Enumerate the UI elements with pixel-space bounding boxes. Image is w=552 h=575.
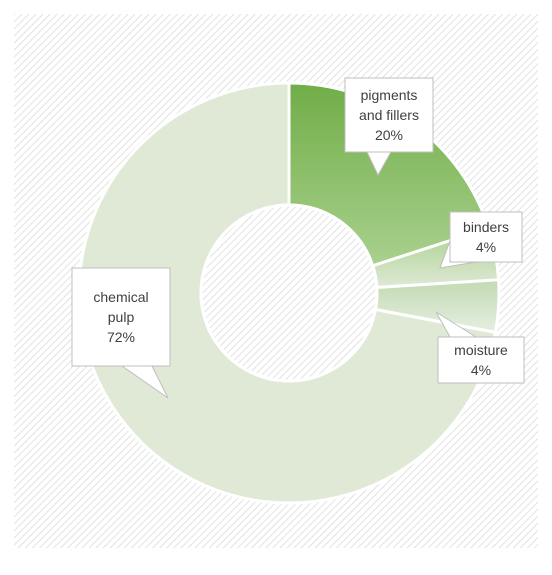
data-label-binders: 4% xyxy=(476,239,496,255)
donut-hole xyxy=(199,203,379,383)
callouts-group: pigments and fillers 20% binders 4% moisture 4… xyxy=(71,77,525,399)
callout-moisture: moisture 4% xyxy=(435,311,525,384)
callout-binders: binders 4% xyxy=(439,211,523,269)
category-label-pigments-and-fillers: and fillers xyxy=(359,107,419,123)
callout-box xyxy=(437,336,525,384)
callout-box xyxy=(71,267,171,367)
callout-chemical-pulp: chemical pulp 72% xyxy=(71,267,171,399)
category-label-chemical-pulp: chemical xyxy=(93,289,148,305)
category-label-pigments-and-fillers: pigments xyxy=(361,87,418,103)
callout-box xyxy=(344,77,434,153)
callout-pigments-and-fillers: pigments and fillers 20% xyxy=(344,77,434,177)
category-label-chemical-pulp: pulp xyxy=(108,309,135,325)
category-label-binders: binders xyxy=(463,219,509,235)
category-label-moisture: moisture xyxy=(454,342,508,358)
data-label-chemical-pulp: 72% xyxy=(107,329,135,345)
data-label-pigments-and-fillers: 20% xyxy=(375,127,403,143)
data-label-moisture: 4% xyxy=(471,362,491,378)
callout-box xyxy=(449,211,523,263)
